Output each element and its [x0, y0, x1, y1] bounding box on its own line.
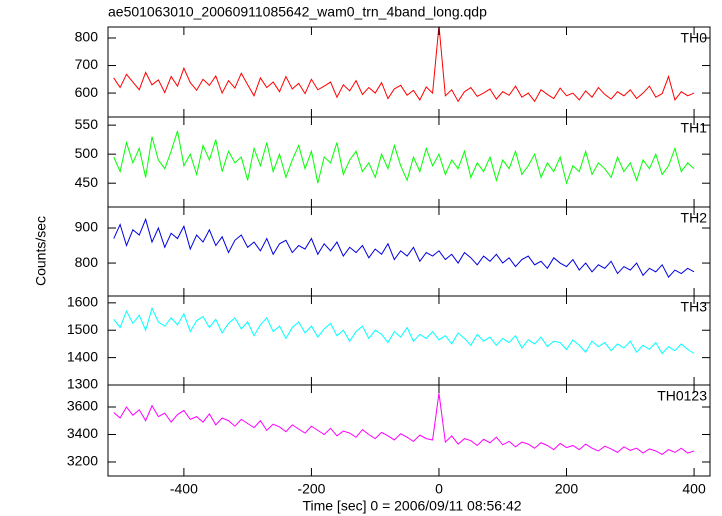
y-tick-label: 3400: [67, 425, 98, 441]
y-tick-label: 1300: [67, 376, 98, 392]
y-tick-label: 1400: [67, 348, 98, 364]
data-line: [113, 130, 695, 185]
y-tick-label: 800: [75, 29, 99, 45]
y-tick-label: 450: [75, 174, 99, 190]
series-label: TH0123: [657, 388, 707, 404]
x-tick-label: -200: [297, 481, 325, 497]
series-label: TH2: [681, 210, 708, 226]
series-label: TH1: [681, 120, 708, 136]
y-tick-label: 1500: [67, 321, 98, 337]
data-line: [113, 306, 695, 355]
x-tick-label: 200: [555, 481, 579, 497]
data-line: [113, 27, 695, 103]
x-axis-label: Time [sec] 0 = 2006/09/11 08:56:42: [302, 498, 521, 514]
y-tick-label: 500: [75, 145, 99, 161]
x-tick-label: 0: [435, 481, 443, 497]
y-tick-label: 900: [75, 219, 99, 235]
y-tick-label: 3600: [67, 398, 98, 414]
y-tick-label: 550: [75, 116, 99, 132]
chart-title: ae501063010_20060911085642_wam0_trn_4ban…: [108, 4, 487, 20]
data-line: [113, 217, 695, 278]
x-tick-label: 400: [682, 481, 706, 497]
y-tick-label: 700: [75, 56, 99, 72]
x-tick-label: -400: [170, 481, 198, 497]
series-label: TH3: [681, 299, 708, 315]
y-tick-label: 3200: [67, 453, 98, 469]
data-line: [113, 393, 695, 456]
y-tick-label: 600: [75, 84, 99, 100]
panel-frame: [107, 384, 711, 477]
y-tick-label: 1600: [67, 294, 98, 310]
series-label: TH0: [681, 30, 708, 46]
y-tick-label: 800: [75, 254, 99, 270]
y-axis-label: Counts/sec: [33, 216, 49, 286]
